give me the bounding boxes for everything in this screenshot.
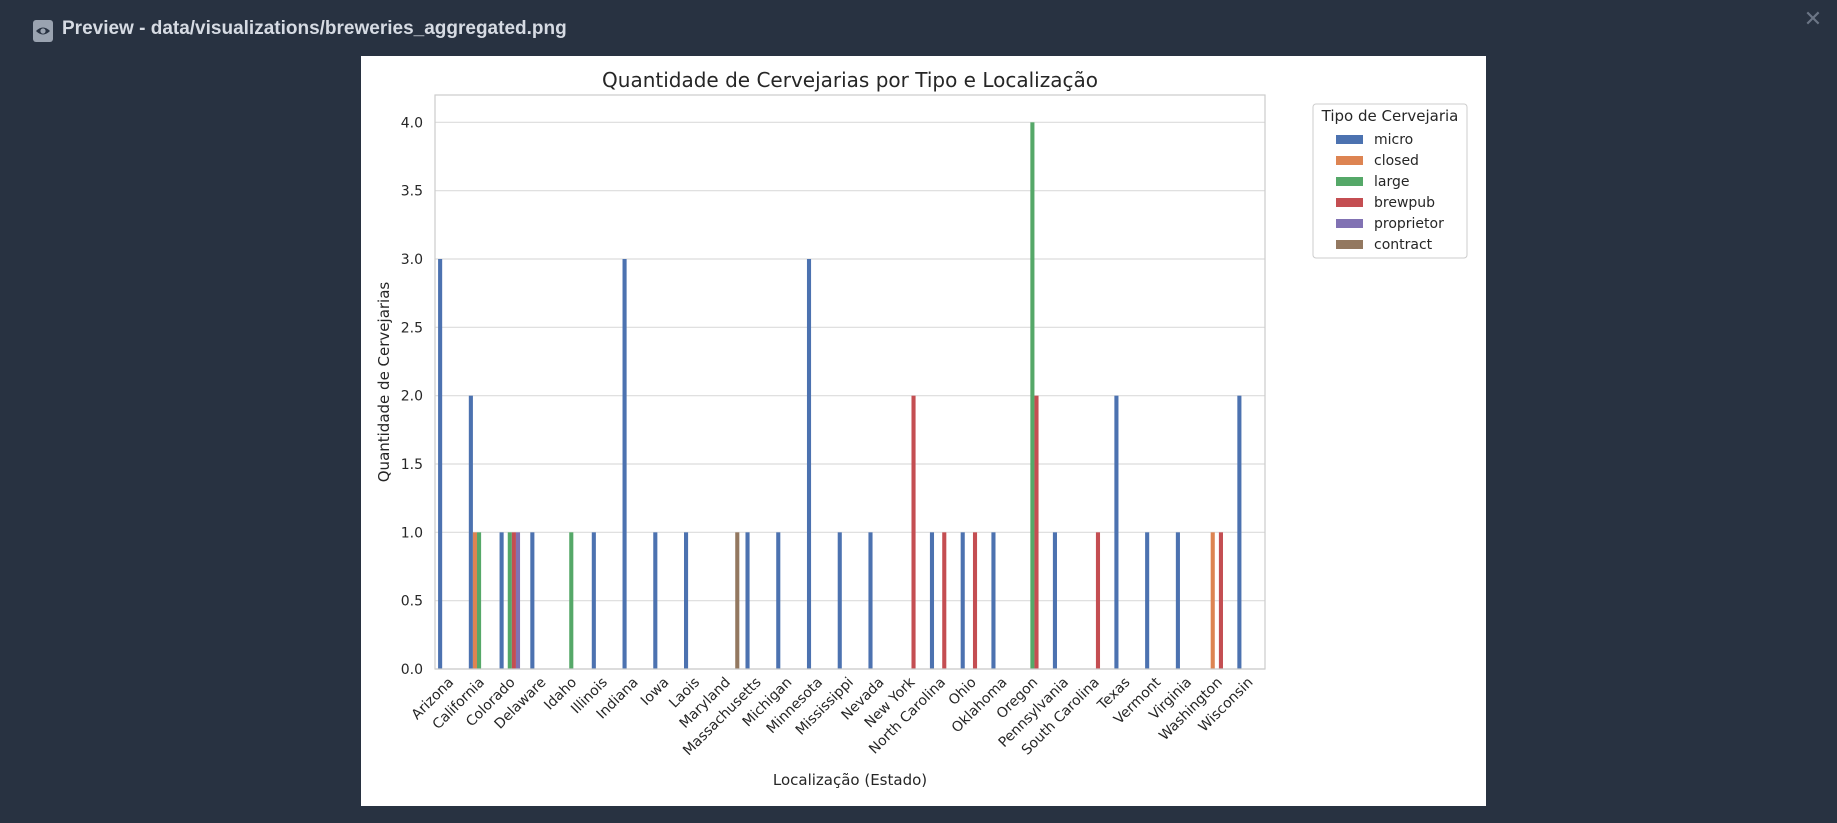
legend-swatch-closed	[1336, 156, 1363, 165]
close-icon[interactable]: ✕	[1803, 7, 1823, 32]
legend-label-proprietor: proprietor	[1374, 216, 1444, 232]
bar-contract-maryland	[735, 532, 740, 669]
bar-micro-colorado	[499, 532, 504, 669]
preview-title: Preview - data/visualizations/breweries_…	[62, 18, 567, 39]
bar-closed-california	[472, 532, 478, 669]
y-tick-label: 0.0	[401, 662, 423, 678]
legend-label-closed: closed	[1374, 153, 1419, 169]
legend-swatch-large	[1336, 177, 1363, 186]
legend-title: Tipo de Cervejaria	[1321, 107, 1459, 125]
bar-large-oregon	[1030, 122, 1035, 670]
bar-brewpub-oregon	[1034, 395, 1039, 669]
legend-label-contract: contract	[1374, 237, 1433, 253]
chart-title: Quantidade de Cervejarias por Tipo e Loc…	[602, 68, 1098, 92]
y-tick-label: 0.5	[401, 594, 423, 610]
x-axis-label: Localização (Estado)	[773, 771, 927, 789]
y-tick-label: 2.0	[401, 389, 423, 405]
bar-micro-delaware	[530, 532, 535, 669]
eye-icon	[33, 20, 53, 42]
legend-label-large: large	[1374, 174, 1409, 190]
bar-closed-washington	[1210, 532, 1215, 669]
bar-micro-mississippi	[837, 532, 842, 669]
legend-swatch-contract	[1336, 240, 1363, 249]
bar-micro-indiana	[622, 259, 627, 669]
bar-micro-vermont	[1145, 532, 1150, 669]
y-tick-label: 1.0	[401, 525, 423, 541]
y-tick-label: 4.0	[401, 115, 423, 131]
bar-large-colorado	[507, 532, 512, 669]
bar-micro-texas	[1114, 395, 1119, 669]
bar-micro-nevada	[868, 532, 873, 669]
bar-micro-california	[468, 395, 473, 669]
window-titlebar: Preview - data/visualizations/breweries_…	[0, 0, 1837, 56]
bar-micro-michigan	[776, 532, 781, 669]
bar-proprietor-colorado	[515, 532, 521, 669]
bar-brewpub-south-carolina	[1095, 532, 1101, 669]
y-tick-label: 3.0	[401, 252, 423, 268]
image-preview: 0.0 0.5 1.0 1.5 2.0 2.5 3.0 3.5 4.0 Arizona Calif…	[361, 56, 1486, 806]
bar-brewpub-colorado	[511, 532, 516, 669]
bar-micro-arizona	[438, 259, 443, 669]
legend-label-micro: micro	[1374, 132, 1413, 148]
bar-brewpub-ohio	[972, 532, 978, 669]
y-tick-label: 3.5	[401, 184, 423, 200]
y-axis-label: Quantidade de Cervejarias	[375, 282, 393, 483]
bar-micro-laois	[684, 532, 689, 669]
bar-micro-oklahoma	[991, 532, 996, 669]
bar-micro-virginia	[1175, 532, 1180, 669]
bar-brewpub-washington	[1218, 532, 1223, 669]
chart-background	[361, 56, 1486, 806]
legend-label-brewpub: brewpub	[1374, 195, 1435, 211]
bar-micro-iowa	[653, 532, 658, 669]
plot-area	[434, 94, 1266, 670]
bar-brewpub-north-carolina	[942, 532, 947, 669]
bar-micro-ohio	[960, 532, 965, 669]
bar-micro-minnesota	[806, 259, 812, 669]
bar-micro-north-carolina	[929, 532, 935, 669]
legend-swatch-proprietor	[1336, 219, 1363, 228]
bar-micro-wisconsin	[1237, 395, 1242, 669]
legend: Tipo de Cervejaria micro closed large brewp…	[1312, 103, 1468, 259]
legend-swatch-micro	[1336, 135, 1363, 144]
bar-large-idaho	[569, 532, 574, 669]
bar-micro-pennsylvania	[1052, 532, 1057, 669]
bar-brewpub-new-york	[911, 395, 916, 669]
y-tick-label: 2.5	[401, 320, 423, 336]
bar-chart: 0.00.51.01.52.02.53.03.54.0 ArizonaCalif…	[361, 56, 1486, 806]
bar-micro-illinois	[591, 532, 596, 669]
bar-micro-massachusetts	[745, 532, 750, 669]
legend-swatch-brewpub	[1336, 198, 1363, 207]
bar-large-california	[477, 532, 482, 669]
y-tick-label: 1.5	[401, 457, 423, 473]
